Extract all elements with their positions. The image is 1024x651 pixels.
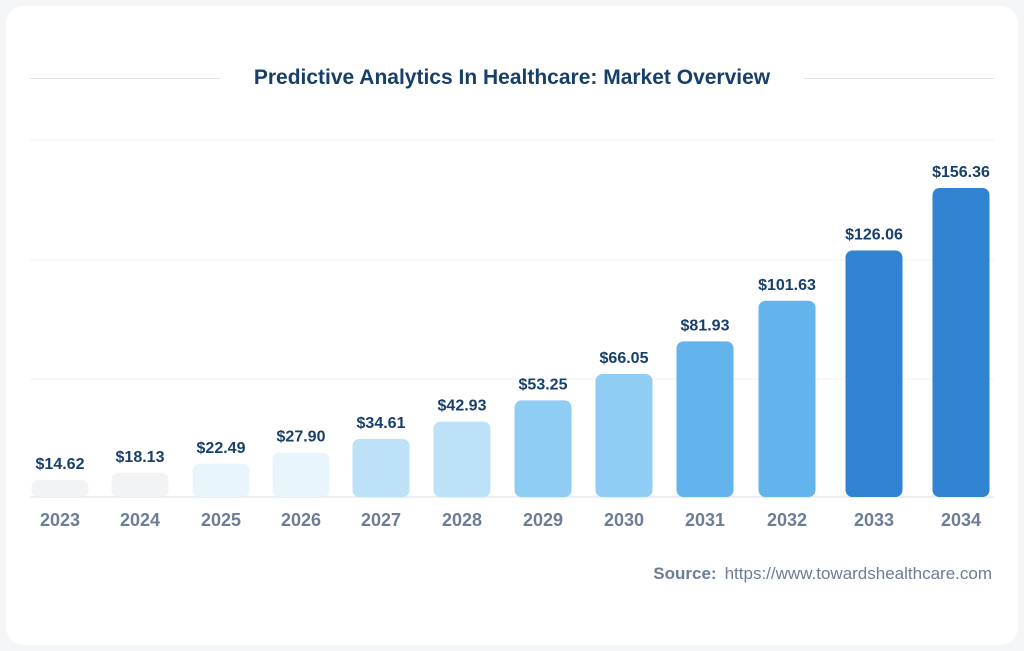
bar-2026: [272, 452, 330, 497]
data-label-2032: $101.63: [758, 277, 816, 294]
x-tick-label: 2031: [685, 510, 725, 530]
bar-2034: [932, 188, 990, 497]
data-label-2026: $27.90: [277, 429, 326, 446]
x-tick-label: 2025: [201, 510, 241, 530]
data-label-2028: $42.93: [438, 398, 487, 415]
x-tick-label: 2030: [604, 510, 644, 530]
data-label-2031: $81.93: [681, 317, 730, 334]
data-label-2025: $22.49: [197, 440, 246, 457]
bar-2029: [514, 400, 572, 497]
x-tick-label: 2023: [40, 510, 80, 530]
data-label-2023: $14.62: [36, 456, 85, 473]
x-tick-label: 2026: [281, 510, 321, 530]
data-label-2034: $156.36: [932, 164, 990, 181]
data-label-2029: $53.25: [519, 376, 568, 393]
x-tick-label: 2024: [120, 510, 160, 530]
bar-2027: [352, 438, 410, 497]
bar-2028: [433, 421, 491, 497]
title-divider-left: [30, 78, 220, 79]
x-tick-label: 2033: [854, 510, 894, 530]
x-tick-label: 2032: [767, 510, 807, 530]
bar-2025: [192, 463, 250, 497]
bar-2031: [676, 341, 734, 497]
bar-2033: [845, 250, 903, 497]
data-label-2027: $34.61: [357, 415, 406, 432]
source-note: Source: https://www.towardshealthcare.com: [653, 564, 992, 584]
bar-2023: [31, 480, 89, 497]
chart-title: Predictive Analytics In Healthcare: Mark…: [239, 66, 785, 89]
x-tick-label: 2029: [523, 510, 563, 530]
x-tick-label: 2034: [941, 510, 981, 530]
source-url[interactable]: https://www.towardshealthcare.com: [724, 564, 992, 583]
bar-2024: [111, 472, 169, 497]
bar-2032: [758, 300, 816, 497]
data-label-2024: $18.13: [116, 449, 165, 466]
data-label-2033: $126.06: [845, 226, 903, 243]
title-divider-right: [804, 78, 994, 79]
x-tick-label: 2027: [361, 510, 401, 530]
bar-2030: [595, 374, 653, 497]
title-row: Predictive Analytics In Healthcare: Mark…: [30, 64, 994, 94]
source-label: Source:: [653, 564, 717, 583]
data-label-2030: $66.05: [600, 350, 649, 367]
x-tick-label: 2028: [442, 510, 482, 530]
